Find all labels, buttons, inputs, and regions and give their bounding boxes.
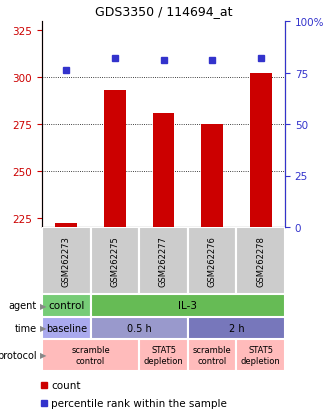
Bar [201, 125, 223, 228]
Bar [236, 228, 285, 294]
Bar [55, 224, 77, 228]
Bar [250, 74, 272, 228]
Text: GSM262276: GSM262276 [207, 235, 216, 286]
Text: baseline: baseline [46, 323, 87, 333]
Text: GSM262277: GSM262277 [159, 235, 168, 286]
Text: control: control [48, 301, 85, 311]
Title: GDS3350 / 114694_at: GDS3350 / 114694_at [95, 5, 232, 18]
Bar [42, 339, 139, 371]
Text: ▶: ▶ [40, 301, 47, 310]
Bar [91, 294, 285, 317]
Bar [104, 91, 126, 228]
Text: protocol: protocol [0, 350, 37, 360]
Text: 2 h: 2 h [228, 323, 244, 333]
Text: GSM262278: GSM262278 [256, 235, 265, 286]
Bar [42, 228, 91, 294]
Bar [42, 317, 91, 339]
Text: GSM262275: GSM262275 [111, 235, 120, 286]
Bar [153, 114, 174, 228]
Text: time: time [15, 323, 37, 333]
Text: 0.5 h: 0.5 h [127, 323, 152, 333]
Bar [188, 228, 236, 294]
Text: ▶: ▶ [40, 324, 47, 333]
Bar [188, 317, 285, 339]
Text: scramble
control: scramble control [71, 345, 110, 365]
Bar [42, 294, 91, 317]
Bar [91, 228, 139, 294]
Text: ▶: ▶ [40, 351, 47, 360]
Text: count: count [51, 380, 81, 390]
Text: percentile rank within the sample: percentile rank within the sample [51, 398, 227, 408]
Text: IL-3: IL-3 [178, 301, 197, 311]
Text: STAT5
depletion: STAT5 depletion [241, 345, 281, 365]
Bar [91, 317, 188, 339]
Text: agent: agent [9, 301, 37, 311]
Bar [236, 339, 285, 371]
Bar [188, 339, 236, 371]
Text: scramble
control: scramble control [193, 345, 231, 365]
Bar [139, 228, 188, 294]
Text: STAT5
depletion: STAT5 depletion [144, 345, 183, 365]
Text: GSM262273: GSM262273 [62, 235, 71, 286]
Bar [139, 339, 188, 371]
